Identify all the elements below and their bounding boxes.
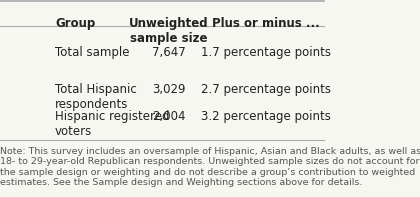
Text: Hispanic registered
voters: Hispanic registered voters bbox=[55, 110, 170, 138]
Text: Note: This survey includes an oversample of Hispanic, Asian and Black adults, as: Note: This survey includes an oversample… bbox=[0, 147, 420, 187]
Text: 2,004: 2,004 bbox=[152, 110, 185, 123]
Text: Group: Group bbox=[55, 17, 95, 30]
Text: Unweighted
sample size: Unweighted sample size bbox=[129, 17, 208, 45]
Text: 7,647: 7,647 bbox=[152, 46, 186, 59]
Text: 3,029: 3,029 bbox=[152, 83, 185, 96]
Text: Total sample: Total sample bbox=[55, 46, 130, 59]
Text: 2.7 percentage points: 2.7 percentage points bbox=[201, 83, 331, 96]
Text: Plus or minus ...: Plus or minus ... bbox=[212, 17, 320, 30]
Text: 1.7 percentage points: 1.7 percentage points bbox=[201, 46, 331, 59]
Text: 3.2 percentage points: 3.2 percentage points bbox=[201, 110, 331, 123]
Text: Total Hispanic
respondents: Total Hispanic respondents bbox=[55, 83, 137, 111]
